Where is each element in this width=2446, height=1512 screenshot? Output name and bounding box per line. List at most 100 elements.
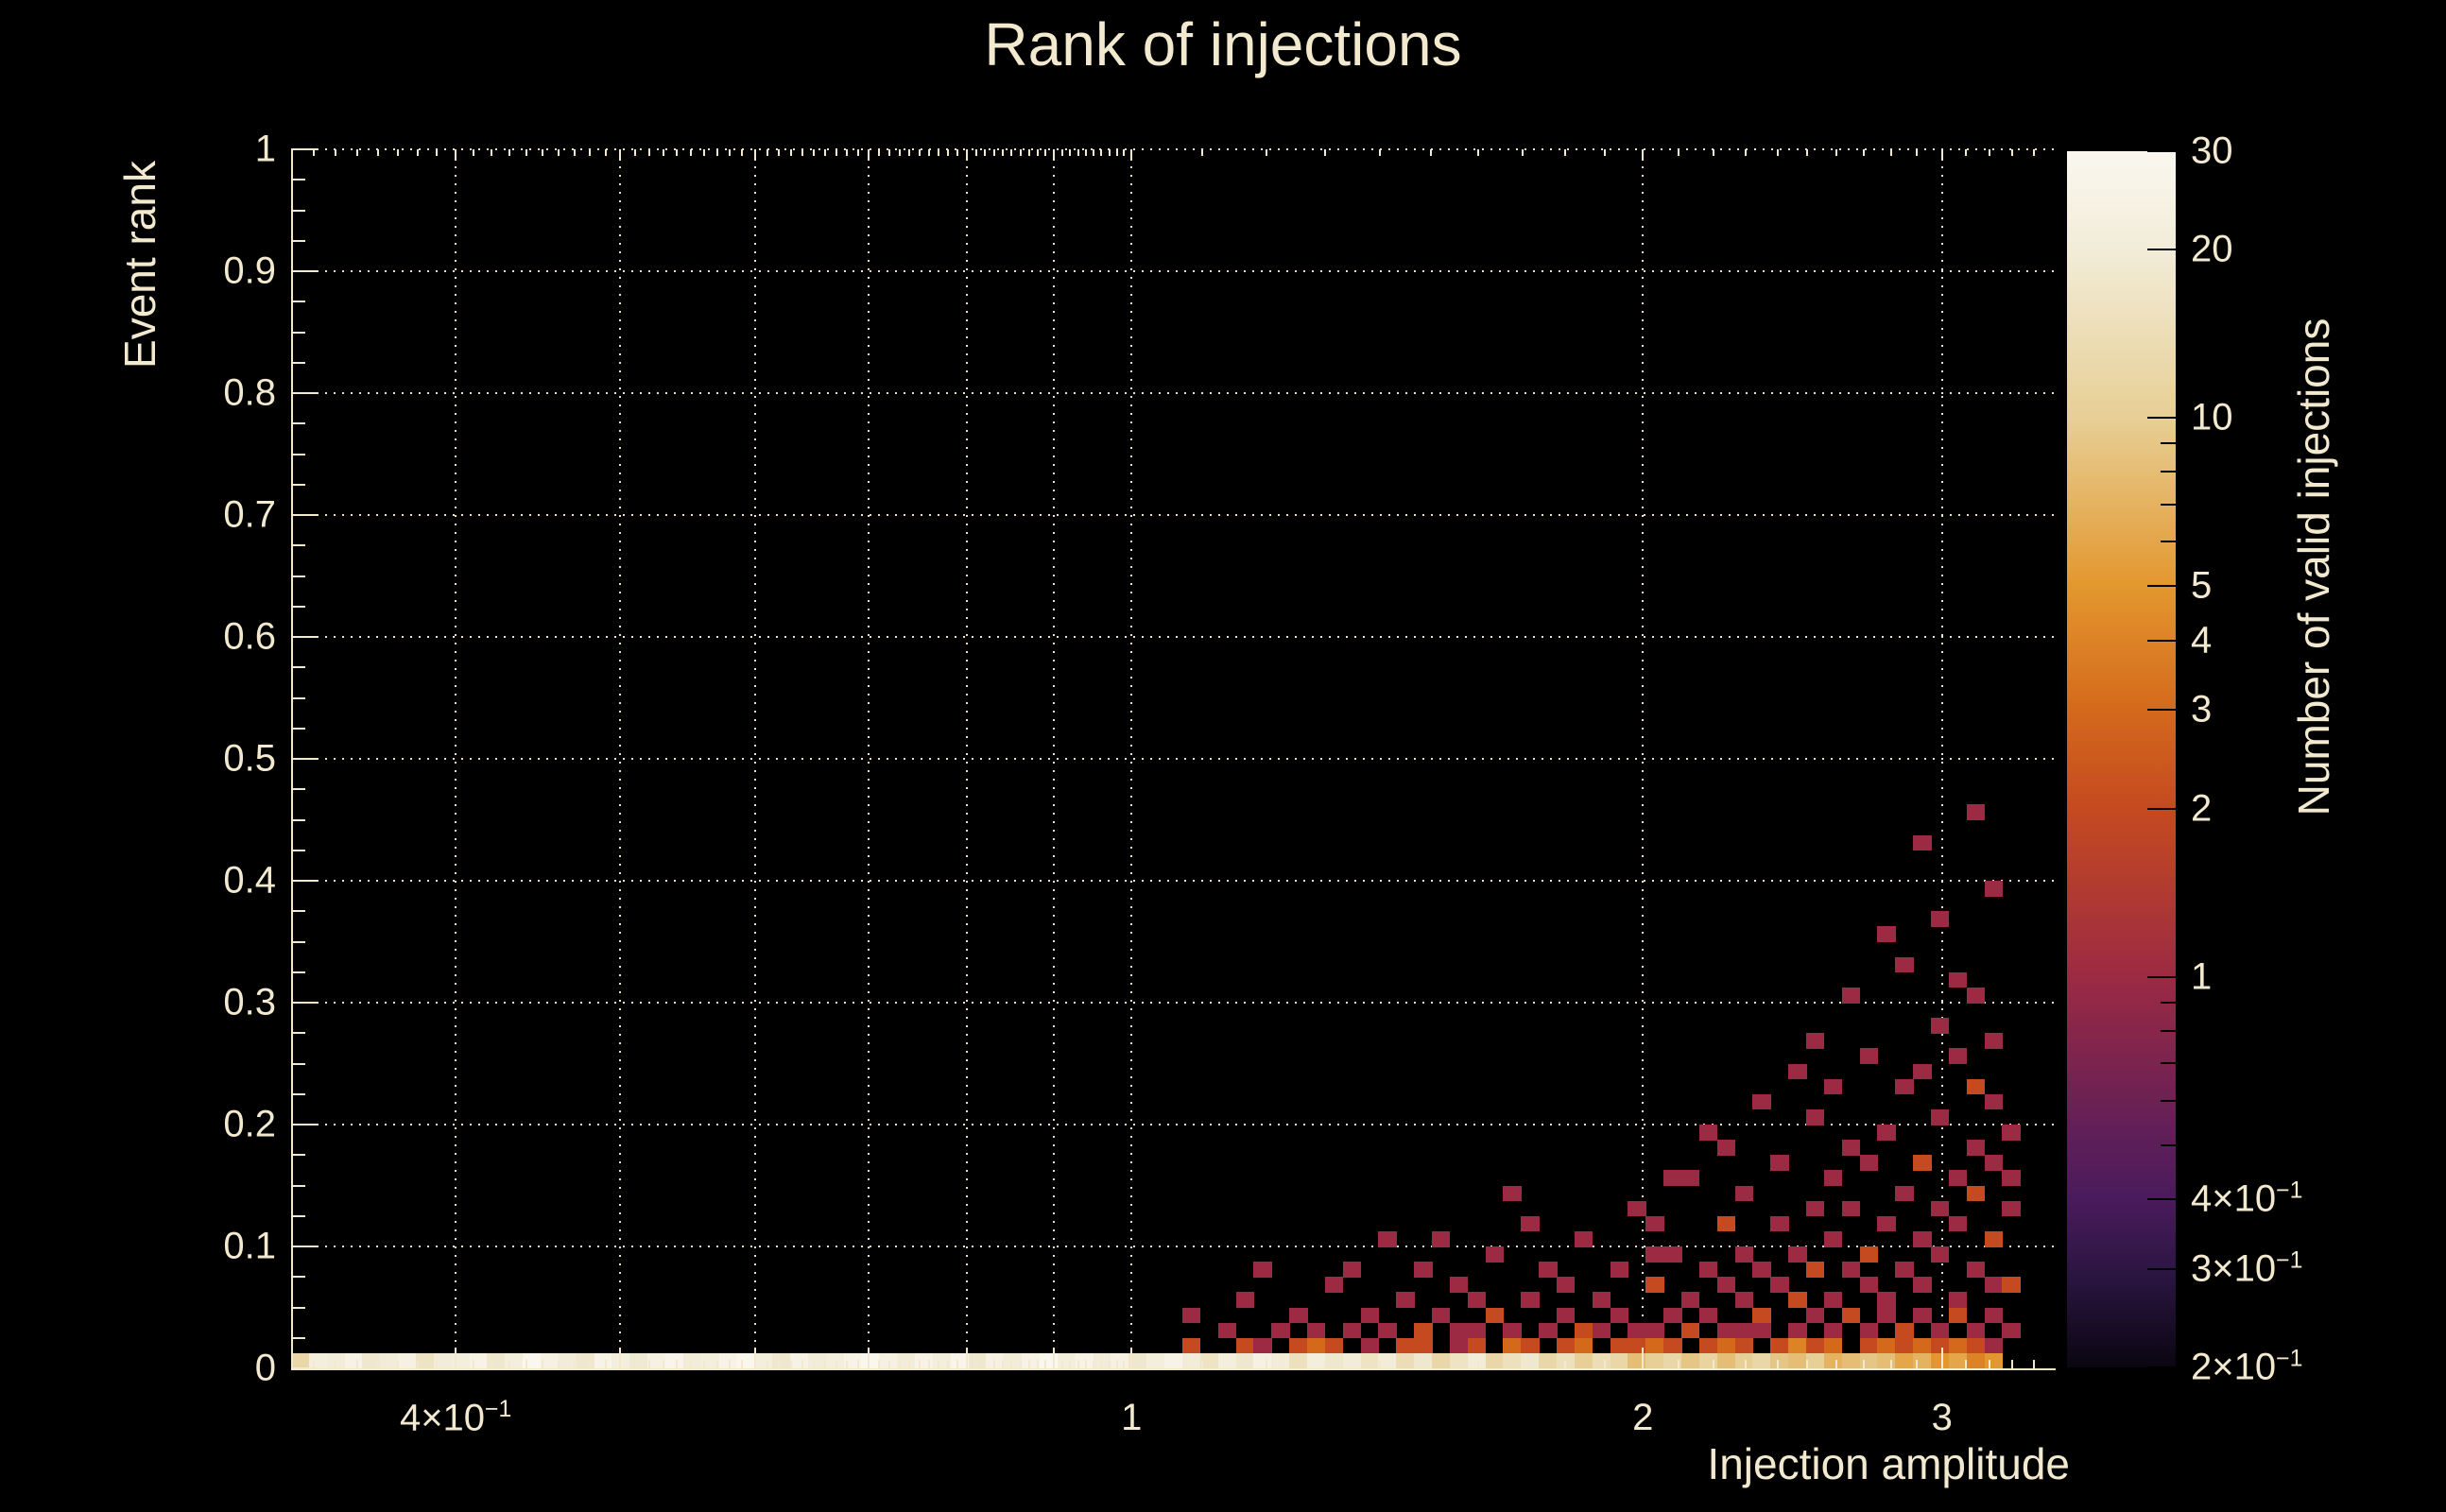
heat-cell	[1610, 1262, 1628, 1278]
x-minor-tick-top	[1010, 149, 1013, 156]
heat-cell	[1913, 1155, 1932, 1171]
x-minor-tick-top	[846, 149, 849, 156]
heat-cell	[1253, 1352, 1272, 1369]
x-major-tick-top	[966, 149, 969, 161]
x-minor-tick	[1889, 1360, 1892, 1368]
x-minor-tick	[542, 1360, 544, 1368]
x-minor-tick	[938, 1360, 940, 1368]
heat-cell	[1948, 1352, 1968, 1369]
heat-cell	[1610, 1352, 1628, 1369]
x-minor-tick	[1002, 1360, 1005, 1368]
x-minor-tick-top	[715, 149, 718, 156]
x-minor-tick	[992, 1360, 995, 1368]
heat-cell	[1004, 1352, 1023, 1369]
x-minor-tick	[1200, 1360, 1203, 1368]
x-minor-tick-top	[898, 149, 901, 156]
x-gridline	[1130, 149, 1133, 1368]
heat-cell	[968, 1352, 988, 1369]
heat-cell	[647, 1352, 666, 1369]
heat-cell	[1289, 1337, 1308, 1354]
colorbar-minor-tick	[2161, 1001, 2176, 1004]
x-minor-tick-top	[1077, 149, 1079, 156]
heat-cell	[1895, 1185, 1914, 1202]
y-minor-tick	[293, 666, 305, 669]
heat-cell	[1414, 1352, 1433, 1369]
x-minor-tick	[633, 1360, 636, 1368]
heat-cell	[1823, 1078, 1843, 1095]
x-major-tick-top	[753, 149, 756, 161]
heat-cell	[1984, 1155, 2004, 1171]
heat-cell	[1895, 1262, 1914, 1278]
heat-cell	[1930, 1337, 1950, 1354]
heat-cell	[1449, 1337, 1469, 1354]
heat-cell	[1235, 1352, 1254, 1369]
x-minor-tick-top	[702, 149, 705, 156]
y-minor-tick	[293, 239, 305, 242]
y-minor-tick	[293, 1154, 305, 1157]
heat-cell	[1645, 1277, 1664, 1293]
heat-cell	[1414, 1262, 1433, 1278]
heat-cell	[1075, 1352, 1094, 1369]
heat-cell	[1306, 1322, 1326, 1339]
x-minor-tick-top	[1069, 149, 1072, 156]
x-major-tick	[753, 1348, 756, 1368]
heat-cell	[1698, 1337, 1718, 1354]
heat-cell	[1859, 1048, 1878, 1065]
heat-cell	[1485, 1307, 1504, 1324]
x-minor-tick	[1863, 1360, 1866, 1368]
heat-cell	[1146, 1352, 1165, 1369]
heat-cell	[1877, 1352, 1896, 1369]
heat-cell	[1823, 1322, 1843, 1339]
y-major-tick	[293, 758, 318, 760]
x-tick-label: 3	[1931, 1397, 1953, 1438]
heat-cell	[1788, 1063, 1807, 1080]
heat-cell	[523, 1352, 542, 1369]
heat-cell	[1592, 1322, 1611, 1339]
heat-cell	[1680, 1292, 1700, 1309]
heat-cell	[1503, 1185, 1522, 1202]
y-axis-line	[291, 149, 293, 1370]
x-minor-tick-top	[1093, 149, 1095, 156]
colorbar-tick-label: 20	[2191, 228, 2233, 270]
x-minor-tick-top	[1989, 149, 1991, 156]
x-minor-tick-top	[928, 149, 931, 156]
x-minor-tick-top	[856, 149, 859, 156]
heat-cell	[1467, 1292, 1487, 1309]
y-minor-tick	[293, 1062, 305, 1065]
heat-cell	[1734, 1337, 1753, 1354]
x-minor-tick-top	[1776, 149, 1779, 156]
x-minor-tick	[335, 1360, 337, 1368]
y-minor-tick	[293, 1214, 305, 1217]
x-major-tick	[966, 1348, 969, 1368]
heat-cell	[1984, 1352, 2004, 1369]
heat-cell	[2002, 1277, 2021, 1293]
x-minor-tick	[887, 1360, 890, 1368]
heat-cell	[1716, 1215, 1736, 1232]
x-minor-tick-top	[376, 149, 379, 156]
x-minor-tick	[846, 1360, 849, 1368]
colorbar-tick-label: 1	[2191, 955, 2213, 998]
x-minor-tick	[1712, 1360, 1714, 1368]
colorbar-tick-label: 3×10−1	[2191, 1247, 2303, 1290]
x-major-tick-top	[1130, 149, 1133, 161]
x-minor-tick-top	[1036, 149, 1039, 156]
x-minor-tick-top	[313, 149, 316, 156]
heat-cell	[1431, 1307, 1451, 1324]
heat-cell	[1628, 1322, 1646, 1339]
x-minor-tick-top	[1712, 149, 1714, 156]
x-minor-tick	[928, 1360, 931, 1368]
x-minor-tick	[1989, 1360, 1991, 1368]
heat-cell	[1841, 987, 1861, 1004]
x-minor-tick	[789, 1360, 792, 1368]
x-minor-tick-top	[417, 149, 420, 156]
heat-cell	[1859, 1277, 1878, 1293]
heat-cell	[1111, 1352, 1129, 1369]
heat-cell	[1556, 1307, 1576, 1324]
x-minor-tick	[1916, 1360, 1919, 1368]
y-minor-tick	[293, 605, 305, 608]
heat-cell	[950, 1352, 970, 1369]
y-minor-tick	[293, 727, 305, 730]
heat-cell	[1645, 1215, 1664, 1232]
y-minor-tick	[293, 696, 305, 699]
x-minor-tick	[1027, 1360, 1030, 1368]
